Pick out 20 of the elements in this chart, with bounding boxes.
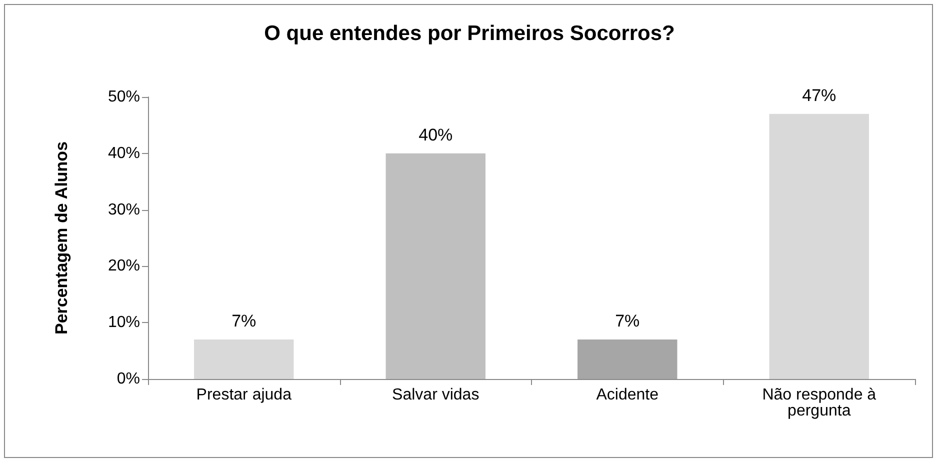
data-label: 40% <box>418 125 453 144</box>
x-tick-label: Salvar vidas <box>392 386 480 404</box>
bar <box>578 340 678 379</box>
x-tick-label: Acidente <box>596 386 659 404</box>
x-tick-label: Não responde à pergunta <box>762 386 876 420</box>
data-label: 47% <box>802 86 836 105</box>
y-tick-label: 40% <box>108 144 140 162</box>
y-tick-label: 10% <box>108 314 140 332</box>
bar <box>769 114 869 379</box>
chart-title: O que entendes por Primeiros Socorros? <box>264 22 675 45</box>
y-axis-title: Percentagem de Alunos <box>52 141 71 335</box>
bar <box>386 153 486 379</box>
y-tick-label: 20% <box>108 258 140 275</box>
data-label: 7% <box>232 312 256 331</box>
bar <box>194 340 294 379</box>
x-tick-label: Prestar ajuda <box>196 386 292 404</box>
y-tick-label: 30% <box>108 201 140 218</box>
data-label: 7% <box>615 312 640 331</box>
y-tick-label: 50% <box>108 88 140 106</box>
y-tick-label: 0% <box>116 370 140 388</box>
